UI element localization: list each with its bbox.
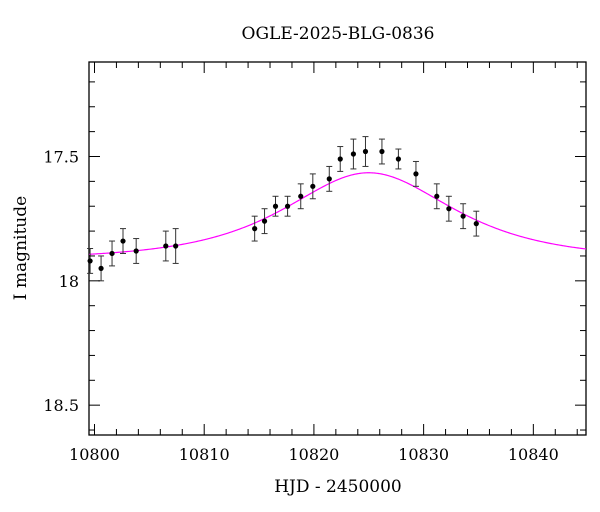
ticks-layer: 10800 10810 10820 10830 10840 17.5 18 18.5 [43,62,586,464]
plot-frame [88,61,587,436]
points-layer [87,136,480,282]
x-tick-label: 10800 [69,445,120,464]
data-point [309,173,316,200]
plot-border [88,61,587,436]
chart-title: OGLE-2025-BLG-0836 [242,24,435,44]
model-layer [88,172,587,255]
point-marker [337,156,343,162]
y-tick-label: 18 [59,272,79,291]
point-marker [326,176,332,182]
data-point [133,238,140,264]
data-point [445,195,452,222]
y-tick-label: 17.5 [43,147,79,166]
x-tick-label: 10830 [398,445,449,464]
point-marker [252,226,258,232]
x-tick-label: 10810 [179,445,230,464]
y-axis-label: I magnitude [11,196,31,300]
point-marker [133,248,139,254]
point-marker [272,203,279,209]
data-point [297,183,304,210]
data-point [120,228,127,254]
point-marker [298,193,304,199]
data-point [87,248,94,274]
point-marker [446,206,452,212]
point-marker [473,221,479,227]
data-point [272,195,279,217]
data-point [162,230,169,262]
point-marker [460,213,466,219]
point-marker [379,148,385,155]
x-tick-label: 10840 [508,445,559,464]
data-point [433,183,440,210]
data-point [460,203,467,230]
point-marker [310,183,316,189]
point-marker [284,203,291,209]
data-point [98,255,105,282]
point-marker [434,193,440,199]
point-marker [261,218,268,224]
data-point [350,138,357,170]
y-tick-label: 18.5 [43,396,79,415]
point-marker [87,258,93,264]
data-point [362,136,369,167]
data-point [284,195,291,217]
point-marker [362,148,369,155]
point-marker [350,151,357,157]
x-axis-label: HJD - 2450000 [274,477,402,497]
x-tick-label: 10820 [288,445,339,464]
data-point [251,215,258,242]
model-curve [88,172,587,255]
data-point [473,210,480,237]
point-marker [109,250,115,257]
data-point [109,240,116,267]
point-marker [120,238,126,244]
point-marker [395,156,401,162]
data-point [412,160,419,187]
data-point [337,146,344,172]
data-point [172,228,179,264]
data-point [395,148,402,170]
point-marker [163,243,169,249]
point-marker [413,171,419,177]
data-point [378,138,385,165]
data-point [261,208,268,235]
point-marker [98,265,104,271]
data-point [326,165,333,192]
point-marker [173,243,179,249]
